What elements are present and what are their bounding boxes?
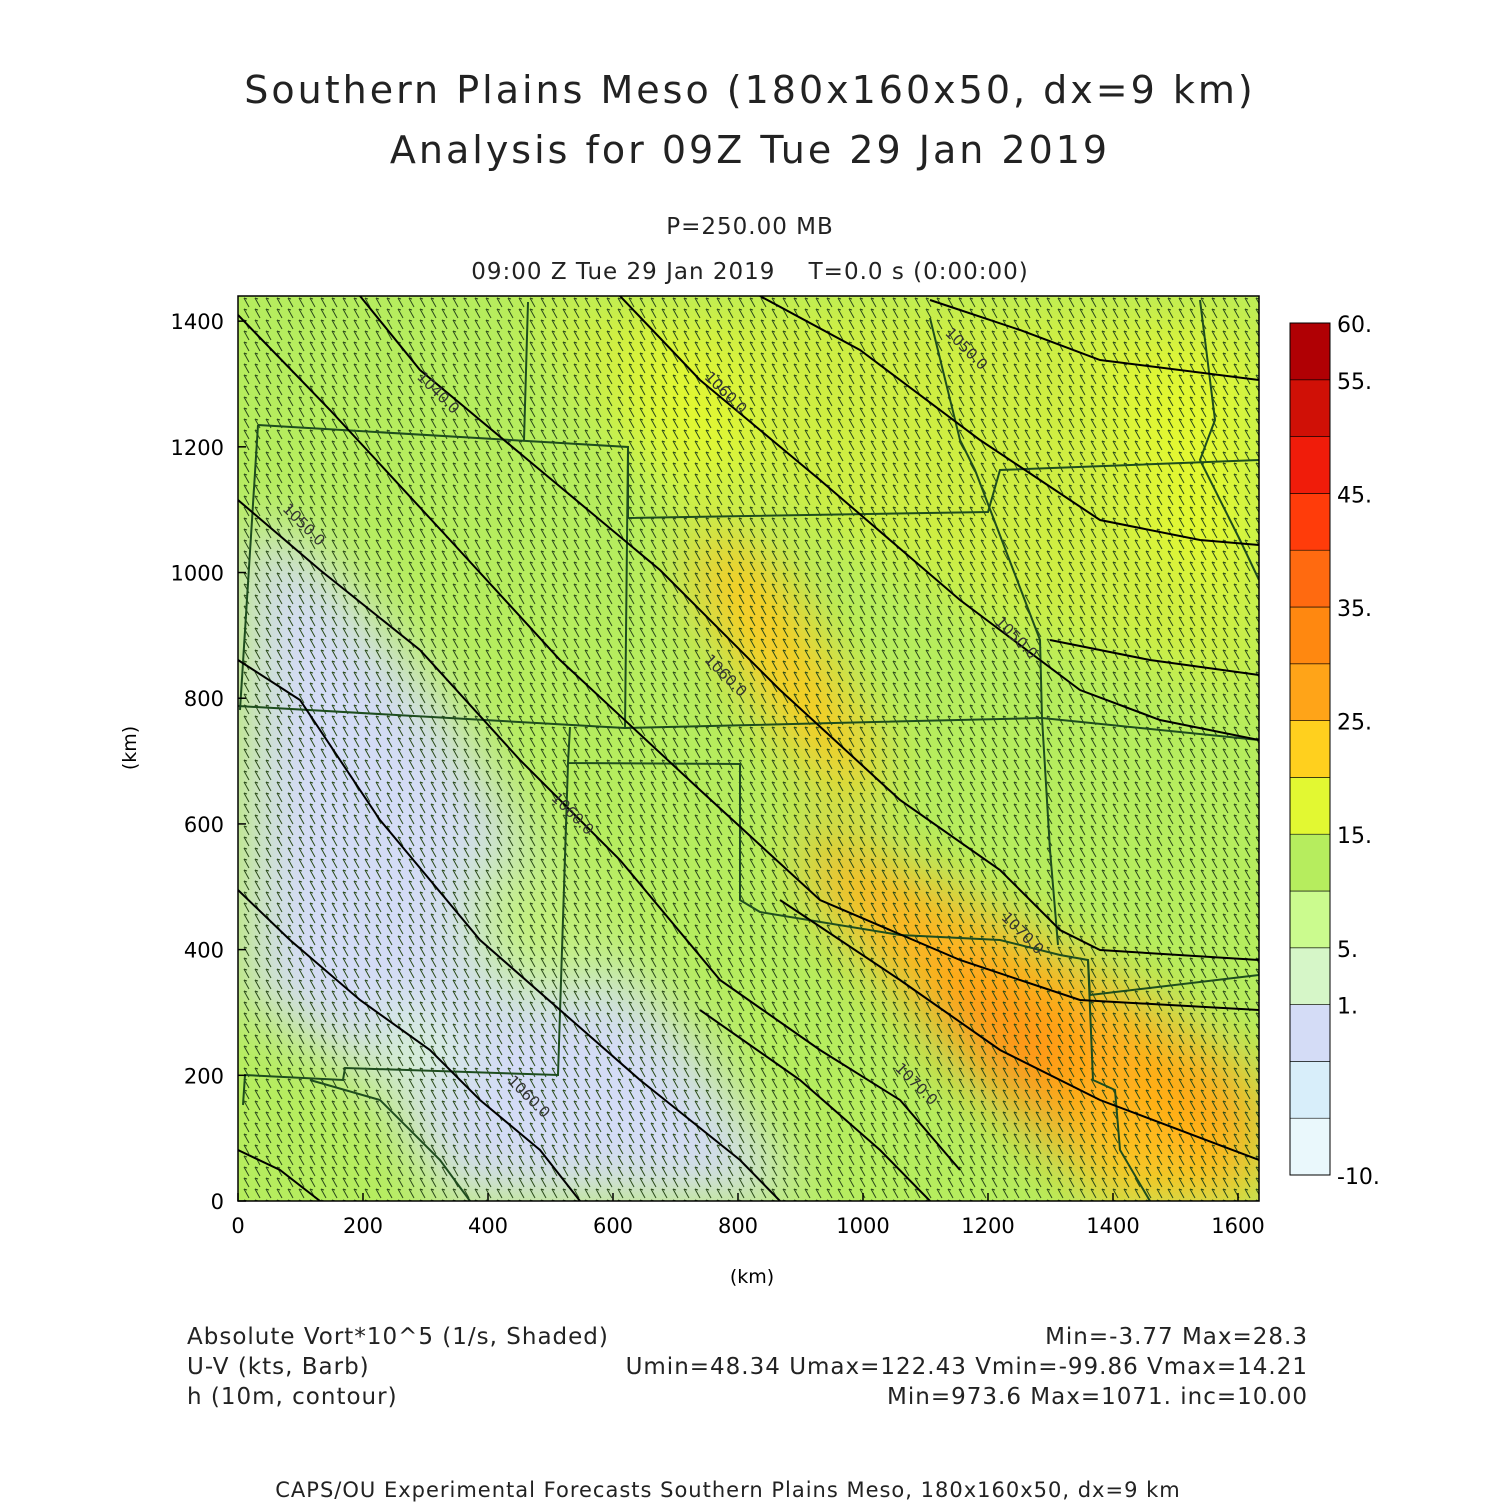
colorbar-label: 5. — [1337, 938, 1358, 963]
wind-field-label: U-V (kts, Barb) — [187, 1354, 370, 1380]
y-tick-label: 0 — [211, 1190, 224, 1214]
colorbar: -10. 1. 5. 15. 25. 35. 45. 55. 60. — [1289, 313, 1380, 1190]
x-tick-label: 200 — [343, 1214, 383, 1238]
colorbar-swatch — [1289, 436, 1331, 494]
colorbar-swatch — [1289, 833, 1331, 892]
colorbar-swatch — [1289, 1117, 1331, 1176]
colorbar-label: 1. — [1337, 995, 1358, 1020]
colorbar-swatch — [1289, 947, 1331, 1005]
y-tick-label: 600 — [184, 813, 224, 837]
y-tick-label: 800 — [184, 687, 224, 711]
x-tick-label: 1200 — [961, 1214, 1014, 1238]
x-axis: 0 200 400 600 800 1000 1200 1400 1600 — [231, 1193, 1265, 1238]
x-tick-label: 800 — [718, 1214, 758, 1238]
x-tick-label: 0 — [231, 1214, 244, 1238]
chart-title-line2: Analysis for 09Z Tue 29 Jan 2019 — [389, 128, 1111, 172]
y-tick-label: 1400 — [171, 310, 224, 334]
colorbar-swatch — [1289, 493, 1331, 551]
y-axis: 0 200 400 600 800 1000 1200 1400 — [171, 310, 246, 1214]
vorticity-shading — [238, 296, 1259, 1201]
colorbar-swatch — [1289, 663, 1331, 721]
x-tick-label: 600 — [593, 1214, 633, 1238]
height-stats: Min=973.6 Max=1071. inc=10.00 — [887, 1384, 1308, 1410]
colorbar-swatch — [1289, 777, 1331, 835]
vorticity-map-plot: 1040.01050.01060.01060.01060.01050.01050… — [119, 295, 1380, 1288]
x-tick-label: 400 — [468, 1214, 508, 1238]
x-tick-label: 1400 — [1086, 1214, 1139, 1238]
x-tick-label: 1000 — [836, 1214, 889, 1238]
colorbar-swatch — [1289, 720, 1331, 778]
x-axis-label: (km) — [730, 1266, 774, 1288]
colorbar-swatch — [1289, 606, 1331, 665]
vorticity-stats: Min=-3.77 Max=28.3 — [1045, 1324, 1308, 1350]
colorbar-swatch — [1289, 549, 1331, 608]
colorbar-swatch — [1289, 322, 1331, 381]
colorbar-swatch — [1289, 1004, 1331, 1062]
colorbar-swatch — [1289, 890, 1331, 949]
wind-stats: Umin=48.34 Umax=122.43 Vmin=-99.86 Vmax=… — [625, 1354, 1308, 1380]
plot-frame — [237, 295, 1260, 1202]
colorbar-frame — [1289, 322, 1331, 1176]
colorbar-label: 55. — [1337, 370, 1372, 395]
height-contours — [238, 296, 1259, 1201]
chart-title-line1: Southern Plains Meso (180x160x50, dx=9 k… — [244, 68, 1256, 112]
colorbar-label: -10. — [1337, 1165, 1380, 1190]
y-tick-label: 400 — [184, 939, 224, 963]
y-tick-label: 200 — [184, 1064, 224, 1088]
pressure-level: P=250.00 MB — [666, 214, 834, 240]
colorbar-swatch — [1289, 1061, 1331, 1119]
height-field-label: h (10m, contour) — [187, 1384, 398, 1410]
colorbar-label: 25. — [1337, 711, 1372, 736]
valid-time: 09:00 Z Tue 29 Jan 2019 T=0.0 s (0:00:00… — [471, 259, 1029, 285]
colorbar-label: 15. — [1337, 824, 1372, 849]
y-axis-label: (km) — [119, 726, 141, 770]
y-tick-label: 1200 — [171, 436, 224, 460]
vorticity-field-label: Absolute Vort*10^5 (1/s, Shaded) — [187, 1324, 609, 1350]
colorbar-label: 60. — [1337, 313, 1372, 338]
colorbar-label: 45. — [1337, 483, 1372, 508]
x-tick-label: 1600 — [1211, 1214, 1264, 1238]
footer-credit: CAPS/OU Experimental Forecasts Southern … — [275, 1478, 1181, 1502]
y-tick-label: 1000 — [171, 562, 224, 586]
colorbar-label: 35. — [1337, 597, 1372, 622]
colorbar-swatch — [1289, 379, 1331, 437]
